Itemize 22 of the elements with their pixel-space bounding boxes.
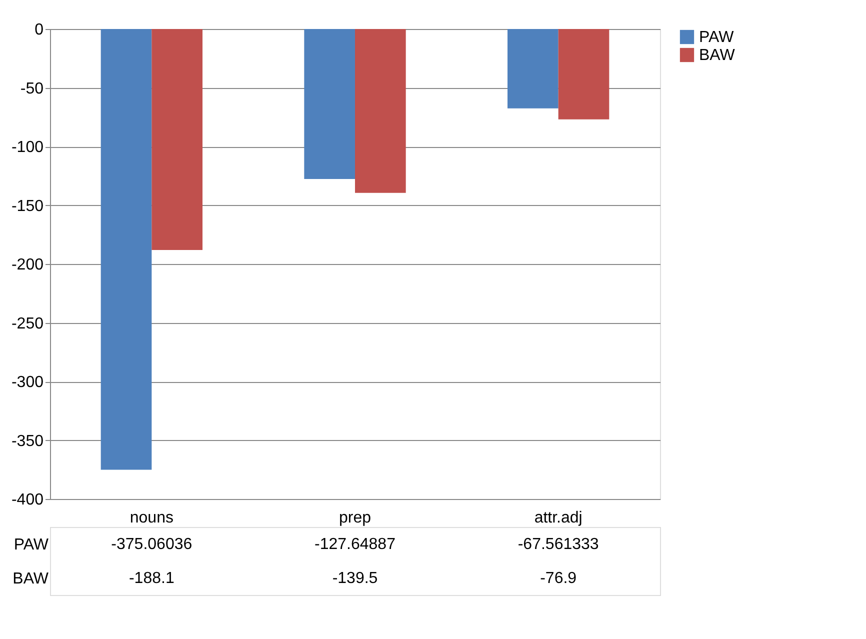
y-tick-label: -200 — [11, 256, 44, 274]
legend-label: PAW — [699, 29, 735, 46]
y-tick-label: -350 — [11, 432, 44, 450]
legend-label: BAW — [699, 47, 736, 64]
x-tick-label: attr.adj — [534, 510, 582, 526]
y-tick-label: -50 — [20, 80, 44, 98]
x-tick-label: prep — [338, 510, 372, 526]
y-tick-label: -100 — [11, 139, 44, 156]
data-label: -188.1 — [128, 570, 174, 587]
data-label: -127.64887 — [314, 536, 396, 553]
data-label: -375.06036 — [111, 536, 192, 553]
y-tick-label: -250 — [11, 315, 44, 332]
y-tick-label: 0 — [34, 22, 44, 38]
data-label: -139.5 — [332, 570, 378, 587]
text: BAW — [12, 570, 48, 588]
y-tick-label: -300 — [11, 374, 44, 391]
y-tick-label: -400 — [11, 492, 44, 508]
x-tick-label: nouns — [130, 510, 174, 526]
text: PAW — [14, 536, 48, 554]
data-label: -67.561333 — [518, 536, 599, 553]
y-tick-label: -150 — [11, 198, 44, 215]
data-label: -76.9 — [540, 570, 577, 587]
